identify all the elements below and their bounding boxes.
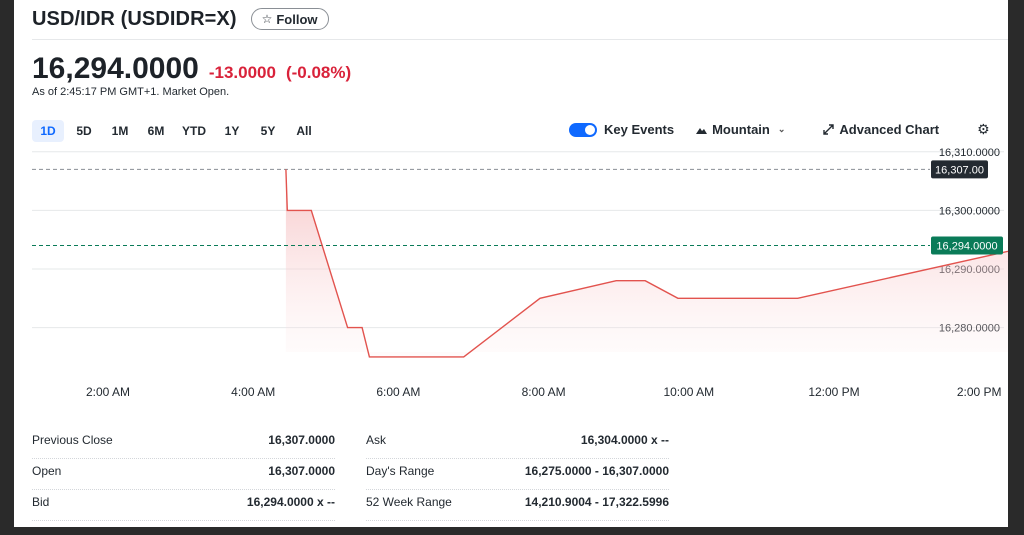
current-price-tag-label: 16,294.0000	[936, 241, 997, 253]
title-row: USD/IDR (USDIDR=X) ☆ Follow	[32, 6, 329, 32]
price-line	[285, 169, 1008, 358]
price-change-percent: (-0.08%)	[285, 63, 352, 82]
price-chart[interactable]: 16,310.000016,300.000016,290.000016,280.…	[14, 140, 1008, 405]
key-events-toggle[interactable]	[569, 122, 597, 137]
follow-button[interactable]: ☆ Follow	[250, 8, 329, 30]
stat-row: 52 Week Range 14,210.9004 - 17,322.5996	[366, 490, 669, 521]
price-area-fill	[285, 169, 1008, 357]
follow-label: Follow	[276, 11, 318, 27]
stat-row: Open 16,307.0000	[32, 459, 335, 490]
stat-value: 16,307.0000	[268, 433, 335, 447]
divider	[32, 39, 1008, 40]
expand-icon	[823, 124, 835, 135]
range-button-1m[interactable]: 1M	[111, 124, 129, 138]
stat-value: 16,304.0000 x --	[580, 433, 669, 447]
price-change: -13.0000	[208, 63, 276, 82]
stat-label: Previous Close	[32, 433, 113, 447]
stat-row: Ask 16,304.0000 x --	[366, 428, 669, 459]
advanced-chart-button[interactable]: Advanced Chart	[823, 122, 939, 137]
range-button-5d[interactable]: 5D	[76, 124, 92, 138]
range-button-1y[interactable]: 1Y	[224, 124, 240, 138]
y-tick-label: 16,310.0000	[939, 147, 1000, 159]
stat-value: 16,275.0000 - 16,307.0000	[524, 464, 669, 478]
stat-row: Previous Close 16,307.0000	[32, 428, 335, 459]
previous-close-tag	[931, 160, 988, 179]
x-tick-label: 2:00 PM	[957, 385, 1002, 399]
stat-label: Day's Range	[366, 464, 435, 478]
range-selector: 1D 5D 1M 6M YTD 1Y 5Y All	[32, 120, 320, 142]
stat-label: Open	[32, 464, 62, 478]
stat-row: Day's Range 16,275.0000 - 16,307.0000	[366, 459, 669, 490]
stat-label: Bid	[32, 495, 50, 509]
stat-label: Ask	[366, 433, 387, 447]
chart-controls: Key Events Mountain ⌄ Advanced Chart ⚙	[569, 121, 990, 138]
stat-value: 14,210.9004 - 17,322.5996	[524, 495, 669, 509]
stat-label: 52 Week Range	[366, 495, 452, 509]
x-tick-label: 2:00 AM	[86, 385, 130, 399]
price-row: 16,294.0000 -13.0000 (-0.08%)	[32, 52, 351, 86]
range-button-1d[interactable]: 1D	[32, 120, 64, 142]
chart-type-label: Mountain	[712, 122, 770, 137]
page-title: USD/IDR (USDIDR=X)	[32, 7, 237, 30]
previous-close-tag-label: 16,307.00	[935, 164, 984, 176]
current-price-tag	[931, 236, 1003, 255]
key-events-label[interactable]: Key Events	[604, 122, 675, 137]
mountain-icon	[696, 127, 708, 134]
current-price: 16,294.0000	[32, 52, 199, 85]
range-button-ytd[interactable]: YTD	[182, 124, 206, 138]
x-tick-label: 4:00 AM	[231, 385, 275, 399]
x-tick-label: 10:00 AM	[663, 385, 714, 399]
chart-type-dropdown[interactable]: Mountain ⌄	[696, 122, 785, 137]
quote-panel: USD/IDR (USDIDR=X) ☆ Follow 16,294.0000 …	[14, 0, 1008, 527]
as-of-timestamp: As of 2:45:17 PM GMT+1. Market Open.	[32, 86, 230, 98]
range-button-6m[interactable]: 6M	[147, 124, 165, 138]
stat-value: 16,307.0000	[268, 464, 335, 478]
stat-row: Bid 16,294.0000 x --	[32, 490, 335, 521]
x-tick-label: 6:00 AM	[376, 385, 420, 399]
range-button-all[interactable]: All	[296, 124, 312, 138]
y-tick-label: 16,300.0000	[939, 205, 1000, 217]
advanced-chart-label: Advanced Chart	[839, 122, 940, 137]
x-tick-label: 8:00 AM	[522, 385, 566, 399]
star-outline-icon: ☆	[261, 12, 273, 26]
x-tick-label: 12:00 PM	[808, 385, 859, 399]
gear-icon[interactable]: ⚙	[977, 121, 990, 137]
range-button-5y[interactable]: 5Y	[260, 124, 276, 138]
stat-value: 16,294.0000 x --	[246, 495, 335, 509]
chevron-down-icon: ⌄	[777, 124, 786, 134]
